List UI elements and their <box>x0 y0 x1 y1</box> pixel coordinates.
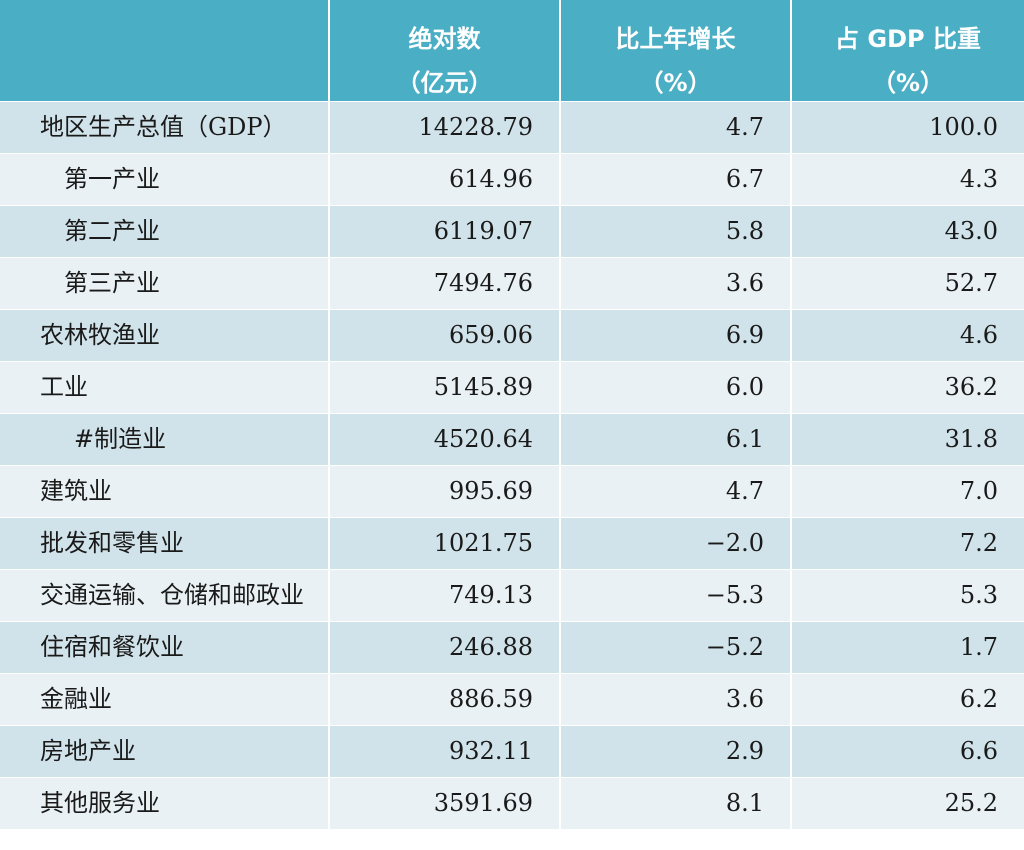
row-label: 地区生产总值（GDP） <box>0 102 330 153</box>
header-growth-title: 比上年增长 <box>615 25 736 53</box>
row-share-value: 6.2 <box>959 685 998 713</box>
row-share-value: 31.8 <box>944 425 998 453</box>
table-row: 住宿和餐饮业 246.88 −5.2 1.7 <box>0 621 1024 673</box>
table-row: 工业 5145.89 6.0 36.2 <box>0 361 1024 413</box>
header-share-title: 占 GDP 比重 <box>835 25 981 53</box>
header-absolute-title: 绝对数 <box>408 25 481 53</box>
row-share-value: 4.6 <box>959 321 998 349</box>
row-label: 批发和零售业 <box>0 518 330 569</box>
row-growth-value: −5.3 <box>561 570 792 621</box>
header-cell-item <box>0 0 330 101</box>
row-absolute-value: 932.11 <box>330 726 561 777</box>
row-growth-value: 4.7 <box>561 102 792 153</box>
table-row: 批发和零售业 1021.75 −2.0 7.2 <box>0 517 1024 569</box>
row-absolute-value: 1021.75 <box>330 518 561 569</box>
row-growth-value: 2.9 <box>561 726 792 777</box>
row-growth-value: −5.2 <box>561 622 792 673</box>
row-absolute-value: 614.96 <box>330 154 561 205</box>
row-label: 交通运输、仓储和邮政业 <box>0 570 330 621</box>
row-absolute-value: 886.59 <box>330 674 561 725</box>
row-label: #制造业 <box>0 414 330 465</box>
row-absolute-value: 5145.89 <box>330 362 561 413</box>
row-absolute-value: 3591.69 <box>330 778 561 829</box>
header-cell-share: 占 GDP 比重 （%） <box>792 0 1024 101</box>
table-row: 建筑业 995.69 4.7 7.0 <box>0 465 1024 517</box>
table-row: 地区生产总值（GDP） 14228.79 4.7 100.0 <box>0 101 1024 153</box>
row-absolute-value: 995.69 <box>330 466 561 517</box>
row-growth-value: −2.0 <box>561 518 792 569</box>
row-share-value: 100.0 <box>929 113 998 141</box>
row-label: 房地产业 <box>0 726 330 777</box>
table-header: 绝对数 （亿元） 比上年增长 （%） 占 GDP 比重 （%） <box>0 0 1024 101</box>
header-cell-absolute: 绝对数 （亿元） <box>330 0 561 101</box>
table-row: 交通运输、仓储和邮政业 749.13 −5.3 5.3 <box>0 569 1024 621</box>
row-share-value: 1.7 <box>959 633 998 661</box>
row-share-value: 36.2 <box>944 373 998 401</box>
row-growth-value: 3.6 <box>561 258 792 309</box>
row-label: 第三产业 <box>0 258 330 309</box>
row-absolute-value: 4520.64 <box>330 414 561 465</box>
row-growth-value: 3.6 <box>561 674 792 725</box>
row-share-value: 25.2 <box>944 789 998 817</box>
table-row: 农林牧渔业 659.06 6.9 4.6 <box>0 309 1024 361</box>
header-cell-growth: 比上年增长 （%） <box>561 0 792 101</box>
row-label: 农林牧渔业 <box>0 310 330 361</box>
row-share-value: 7.0 <box>959 477 998 505</box>
table-body: 地区生产总值（GDP） 14228.79 4.7 100.0 第一产业 614.96 6.7… <box>0 101 1024 829</box>
row-absolute-value: 246.88 <box>330 622 561 673</box>
row-label: 金融业 <box>0 674 330 725</box>
row-absolute-value: 7494.76 <box>330 258 561 309</box>
row-growth-value: 6.0 <box>561 362 792 413</box>
table-row: 第二产业 6119.07 5.8 43.0 <box>0 205 1024 257</box>
row-growth-value: 8.1 <box>561 778 792 829</box>
row-growth-value: 4.7 <box>561 466 792 517</box>
row-share-value: 6.6 <box>959 737 998 765</box>
header-growth-unit: （%） <box>639 69 712 97</box>
row-label: 第一产业 <box>0 154 330 205</box>
table-row: 房地产业 932.11 2.9 6.6 <box>0 725 1024 777</box>
row-absolute-value: 749.13 <box>330 570 561 621</box>
table-row: 其他服务业 3591.69 8.1 25.2 <box>0 777 1024 829</box>
row-growth-value: 6.7 <box>561 154 792 205</box>
row-label: 住宿和餐饮业 <box>0 622 330 673</box>
row-label: 工业 <box>0 362 330 413</box>
table-row: 金融业 886.59 3.6 6.2 <box>0 673 1024 725</box>
header-share-unit: （%） <box>871 69 945 97</box>
row-growth-value: 5.8 <box>561 206 792 257</box>
row-share-value: 52.7 <box>944 269 998 297</box>
row-absolute-value: 659.06 <box>330 310 561 361</box>
table-row: 第三产业 7494.76 3.6 52.7 <box>0 257 1024 309</box>
row-growth-value: 6.1 <box>561 414 792 465</box>
header-absolute-unit: （亿元） <box>396 69 493 97</box>
row-absolute-value: 6119.07 <box>330 206 561 257</box>
row-share-value: 5.3 <box>959 581 998 609</box>
row-share-value: 7.2 <box>959 529 998 557</box>
table-row: 第一产业 614.96 6.7 4.3 <box>0 153 1024 205</box>
row-share-value: 4.3 <box>959 165 998 193</box>
row-label: 第二产业 <box>0 206 330 257</box>
row-label: 建筑业 <box>0 466 330 517</box>
table-row: #制造业 4520.64 6.1 31.8 <box>0 413 1024 465</box>
row-absolute-value: 14228.79 <box>330 102 561 153</box>
row-label: 其他服务业 <box>0 778 330 829</box>
row-share-value: 43.0 <box>944 217 998 245</box>
row-growth-value: 6.9 <box>561 310 792 361</box>
